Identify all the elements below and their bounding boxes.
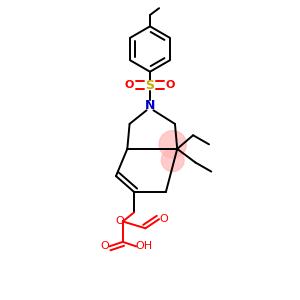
Text: O: O <box>166 80 175 90</box>
Text: O: O <box>159 214 168 224</box>
Text: S: S <box>146 79 154 92</box>
Circle shape <box>159 131 186 158</box>
Text: O: O <box>125 80 134 90</box>
Text: N: N <box>145 99 155 112</box>
Circle shape <box>161 149 184 172</box>
Text: OH: OH <box>136 242 153 251</box>
Text: O: O <box>115 217 124 226</box>
Text: O: O <box>100 242 109 251</box>
